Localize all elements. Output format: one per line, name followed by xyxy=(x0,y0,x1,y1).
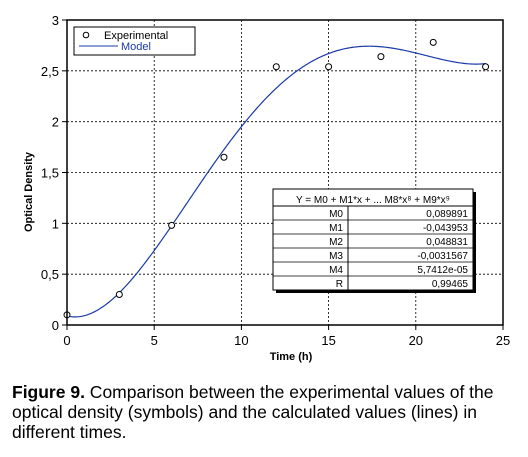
fit-table-param: M0 xyxy=(329,209,343,220)
x-tick-label: 0 xyxy=(63,333,70,348)
fit-table-value: -0,0031567 xyxy=(417,251,468,262)
figure-caption: Figure 9. Comparison between the experim… xyxy=(12,382,517,442)
fit-table-equation: Y = M0 + M1*x + ... M8*x⁸ + M9*x⁹ xyxy=(296,195,450,206)
y-tick-label: 0,5 xyxy=(41,267,59,282)
fit-table-param: M2 xyxy=(329,237,343,248)
experimental-point xyxy=(325,63,333,71)
legend: Experimental Model xyxy=(73,26,196,56)
fit-table-rows: M0 0,089891 M1 -0,043953 M2 0,048831 M3 -0,0031… xyxy=(273,205,473,290)
x-tick-label: 25 xyxy=(496,333,510,348)
legend-entry-experimental: Experimental xyxy=(104,30,168,42)
y-tick-label: 1 xyxy=(52,216,59,231)
y-tick-label: 0 xyxy=(52,318,59,333)
model-curve xyxy=(66,45,486,318)
caption-label: Figure 9. xyxy=(12,382,85,402)
experimental-point xyxy=(220,153,228,161)
fit-table-param: M3 xyxy=(329,251,343,262)
x-tick-label: 10 xyxy=(234,333,248,348)
y-tick-label: 3 xyxy=(52,13,59,28)
model-curve-layer xyxy=(66,45,486,318)
fit-table-value: 5,7412e-05 xyxy=(417,265,468,276)
experimental-point xyxy=(429,38,437,46)
y-tick-label: 2 xyxy=(52,115,59,130)
fit-table-value: 0,089891 xyxy=(426,209,468,220)
fit-table-param: M1 xyxy=(329,223,343,234)
x-tick-label: 15 xyxy=(321,333,335,348)
fit-table-value: 0,99465 xyxy=(432,279,469,290)
x-axis-label: Time (h) xyxy=(270,351,313,363)
caption-text: Comparison between the experimental valu… xyxy=(12,382,494,442)
experimental-point xyxy=(482,63,490,71)
fit-table-param: M4 xyxy=(329,265,343,276)
experimental-points-layer xyxy=(63,38,490,319)
experimental-point xyxy=(377,53,385,61)
legend-marker-icon xyxy=(82,31,90,39)
axis-ticks: 0 5 10 15 20 25 0 0,5 1 1,5 2 2,5 3 xyxy=(41,13,510,348)
legend-box xyxy=(73,26,196,56)
fit-table-param: R xyxy=(336,279,343,290)
experimental-point xyxy=(115,291,123,298)
fit-table-value: 0,048831 xyxy=(426,237,468,248)
legend-entry-model: Model xyxy=(121,41,151,53)
y-axis-label: Optical Density xyxy=(23,151,35,232)
optical-density-chart: 0 5 10 15 20 25 0 0,5 1 1,5 2 2,5 3 Time (h) Optical… xyxy=(23,13,510,363)
experimental-point xyxy=(168,221,176,229)
fit-table: Y = M0 + M1*x + ... M8*x⁸ + M9*x⁹ M0 0,08… xyxy=(272,188,476,293)
fit-table-value: -0,043953 xyxy=(423,223,468,234)
x-tick-label: 20 xyxy=(409,333,423,348)
experimental-point xyxy=(272,63,280,71)
y-tick-label: 1,5 xyxy=(41,166,59,181)
y-tick-label: 2,5 xyxy=(41,64,59,79)
x-tick-label: 5 xyxy=(151,333,158,348)
